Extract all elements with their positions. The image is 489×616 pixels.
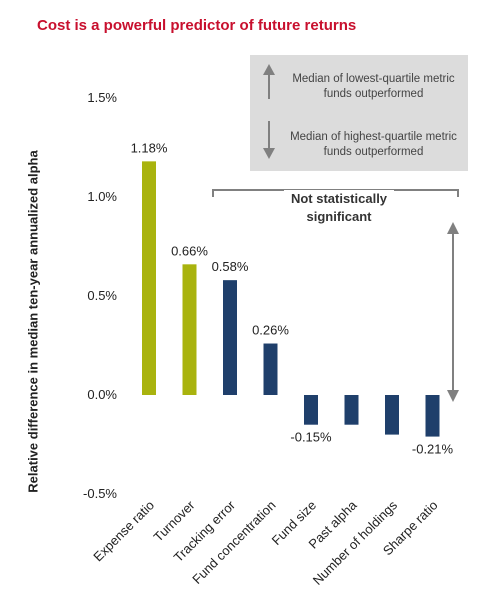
bar [344, 395, 359, 425]
bars [142, 161, 440, 437]
up-arrow-icon [263, 64, 275, 99]
value-label: 0.26% [252, 323, 289, 338]
value-labels: 1.18% 0.66% 0.58% 0.26% -0.15% -0.21% [131, 140, 454, 456]
bar [142, 161, 156, 395]
bar [263, 343, 278, 395]
legend-down-text: Median of highest-quartile metric funds … [290, 131, 457, 158]
value-label: -0.15% [290, 430, 332, 445]
bar [223, 280, 237, 395]
legend-box: Median of lowest-quartile metric funds o… [250, 55, 468, 171]
legend-up-text: Median of lowest-quartile metric funds o… [292, 73, 455, 100]
value-label: -0.21% [412, 442, 454, 457]
not-significant-label: Not statistically significant [284, 190, 394, 226]
value-label: 1.18% [131, 140, 168, 155]
y-tick-label: 0.5% [87, 288, 117, 303]
legend-arrows [263, 64, 275, 159]
bar [304, 395, 318, 425]
chart-title: Cost is a powerful predictor of future r… [37, 17, 357, 34]
y-tick-label: 0.0% [87, 387, 117, 402]
value-label: 0.66% [171, 243, 208, 258]
y-tick-label: 1.0% [87, 189, 117, 204]
y-axis-ticks: 1.5% 1.0% 0.5% 0.0% -0.5% [83, 90, 117, 501]
y-tick-label: 1.5% [87, 90, 117, 105]
x-tick-label: Expense ratio [90, 498, 157, 565]
bar [425, 395, 440, 437]
bar [385, 395, 399, 435]
y-tick-label: -0.5% [83, 486, 117, 501]
bar [182, 264, 197, 395]
range-arrow-icon [447, 222, 459, 402]
down-arrow-icon [263, 121, 275, 159]
value-label: 0.58% [212, 259, 249, 274]
